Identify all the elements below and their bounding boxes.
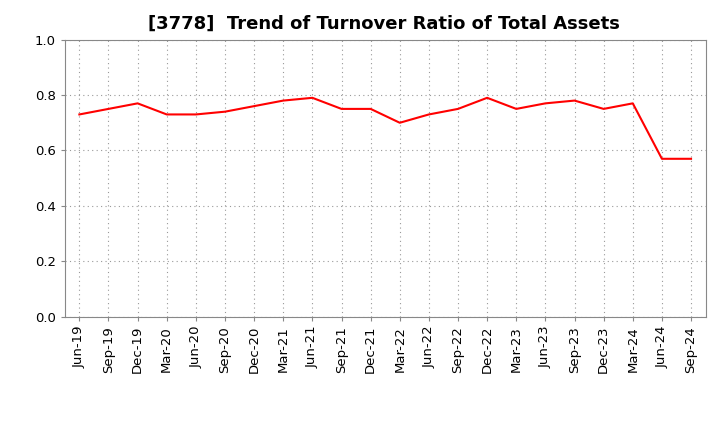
Text: [3778]  Trend of Turnover Ratio of Total Assets: [3778] Trend of Turnover Ratio of Total …	[148, 15, 620, 33]
